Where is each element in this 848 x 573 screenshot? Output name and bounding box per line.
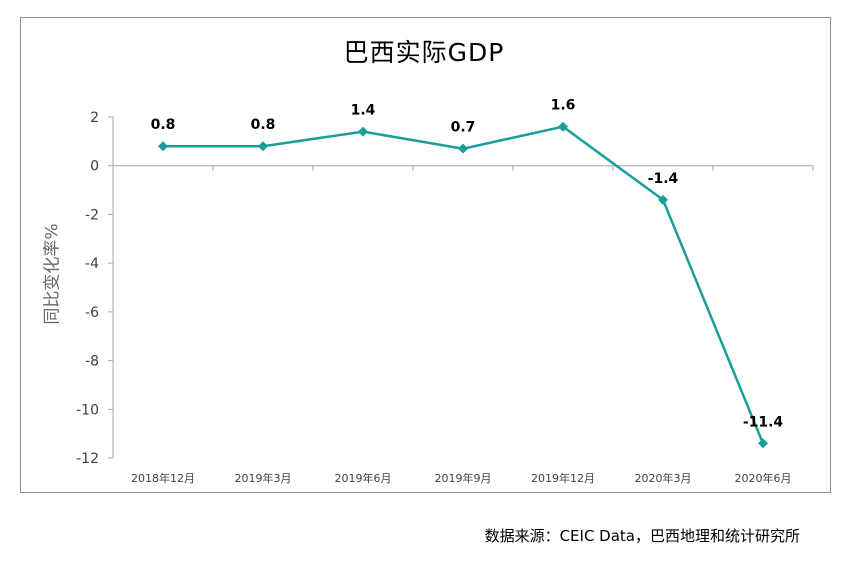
x-tick-label: 2019年6月 [335,471,392,485]
x-tick-label: 2019年3月 [235,471,292,485]
data-point [258,141,268,152]
data-label: -1.4 [648,171,679,187]
data-labels: 0.8 0.8 1.4 0.7 1.6 -1.4 -11.4 [151,98,784,431]
y-tick-label: -10 [76,402,99,418]
chart-title: 巴西实际GDP [343,38,505,67]
y-tick-label: -4 [85,256,99,272]
x-tick-label: 2019年12月 [531,471,595,485]
data-markers [158,121,768,449]
y-tick-label: -8 [85,354,99,370]
axes [108,116,814,459]
chart-frame [20,17,831,493]
x-tick-label: 2018年12月 [131,471,195,485]
y-tick-label: -6 [85,305,99,321]
data-point [558,121,568,132]
y-tick-label: 0 [90,159,99,175]
data-label: 0.8 [151,117,176,133]
y-tick-label: -12 [76,451,99,467]
data-label: 0.8 [251,117,276,133]
data-point [658,194,668,205]
data-point [458,143,468,154]
data-label: 1.4 [351,103,376,119]
data-point [758,438,768,449]
source-note: 数据来源：CEIC Data，巴西地理和统计研究所 [484,527,800,545]
y-tick-label: -2 [85,207,99,223]
data-point [358,126,368,137]
data-label: -11.4 [743,414,784,430]
tick-labels: 2 0 -2 -4 -6 -8 -10 -12 2018年12月 2019年3月 2019年6月 20… [76,110,791,485]
data-label: 1.6 [551,98,576,114]
data-point [158,141,168,152]
data-label: 0.7 [451,120,476,136]
x-tick-label: 2020年3月 [635,471,692,485]
x-tick-label: 2019年9月 [435,471,492,485]
x-tick-label: 2020年6月 [735,471,792,485]
y-tick-label: 2 [90,110,99,126]
